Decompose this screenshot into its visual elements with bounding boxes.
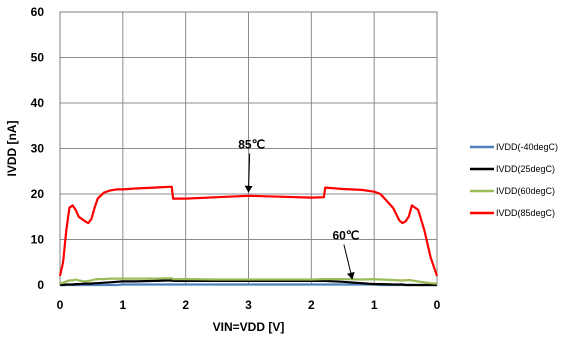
y-tick-label: 0 xyxy=(37,278,44,292)
x-tick-label: 3 xyxy=(245,298,252,312)
y-tick-label: 30 xyxy=(31,142,45,156)
x-tick-label: 1 xyxy=(371,298,378,312)
y-tick-label: 50 xyxy=(31,51,45,65)
y-tick-label: 10 xyxy=(31,233,45,247)
x-tick-label: 0 xyxy=(57,298,64,312)
annotation-label: 85℃ xyxy=(238,138,265,152)
legend-label: IVDD(85degC) xyxy=(496,208,555,218)
legend-label: IVDD(25degC) xyxy=(496,164,555,174)
x-tick-label: 2 xyxy=(308,298,315,312)
y-axis-label: IVDD [nA] xyxy=(5,121,19,177)
y-tick-label: 20 xyxy=(31,187,45,201)
x-axis-label: VIN=VDD [V] xyxy=(213,320,285,334)
annotations: 85℃ 60℃ xyxy=(238,138,359,280)
legend: IVDD(-40degC) IVDD(25degC) IVDD(60degC) IVD… xyxy=(470,142,558,218)
series-line-ivdd-85degc- xyxy=(58,185,439,277)
legend-label: IVDD(-40degC) xyxy=(496,142,558,152)
y-tick-label: 60 xyxy=(31,5,45,19)
annotation-label: 60℃ xyxy=(332,229,359,243)
legend-label: IVDD(60degC) xyxy=(496,186,555,196)
x-tick-label: 1 xyxy=(119,298,126,312)
y-tick-label: 40 xyxy=(31,96,45,110)
x-tick-label: 2 xyxy=(182,298,189,312)
annotation-arrow xyxy=(343,244,355,280)
x-tick-label: 0 xyxy=(434,298,441,312)
series-line-ivdd-60degc- xyxy=(59,277,438,285)
series-line-ivdd-25degc- xyxy=(60,279,437,287)
y-tick-labels: 0 10 20 30 40 50 60 xyxy=(31,5,45,292)
annotation-arrow xyxy=(244,153,253,193)
x-tick-labels: 0 1 2 3 2 1 0 xyxy=(57,298,441,312)
series-lines xyxy=(58,185,439,287)
